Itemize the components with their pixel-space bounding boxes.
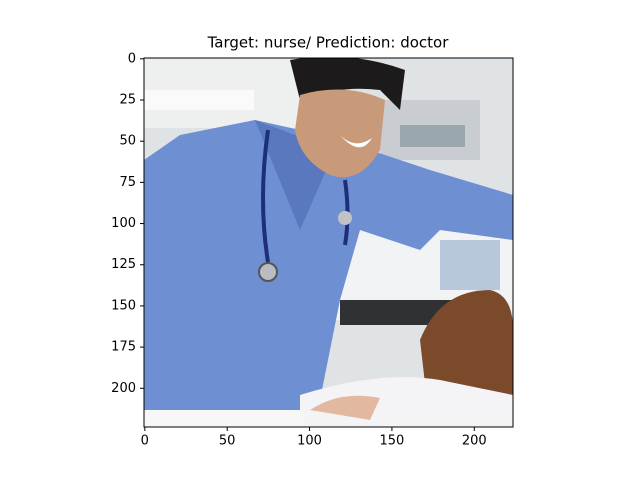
photo <box>144 58 513 427</box>
y-tick-label: 100 <box>111 216 136 231</box>
y-tick-label: 200 <box>111 381 136 396</box>
y-tick-label: 25 <box>119 93 136 108</box>
y-tick-label: 50 <box>119 134 136 149</box>
x-tick-label: 0 <box>141 434 149 449</box>
x-tick-label: 50 <box>219 434 236 449</box>
y-tick-label: 125 <box>111 257 136 272</box>
y-tick-label: 150 <box>111 298 136 313</box>
y-tick-label: 175 <box>111 340 136 355</box>
x-tick-label: 100 <box>297 434 322 449</box>
x-tick-label: 150 <box>380 434 405 449</box>
axes-frame <box>143 57 514 428</box>
y-tick-label: 0 <box>128 51 136 66</box>
chart-title: Target: nurse/ Prediction: doctor <box>207 34 450 52</box>
y-tick-label: 75 <box>119 175 136 190</box>
x-tick-label: 200 <box>462 434 487 449</box>
